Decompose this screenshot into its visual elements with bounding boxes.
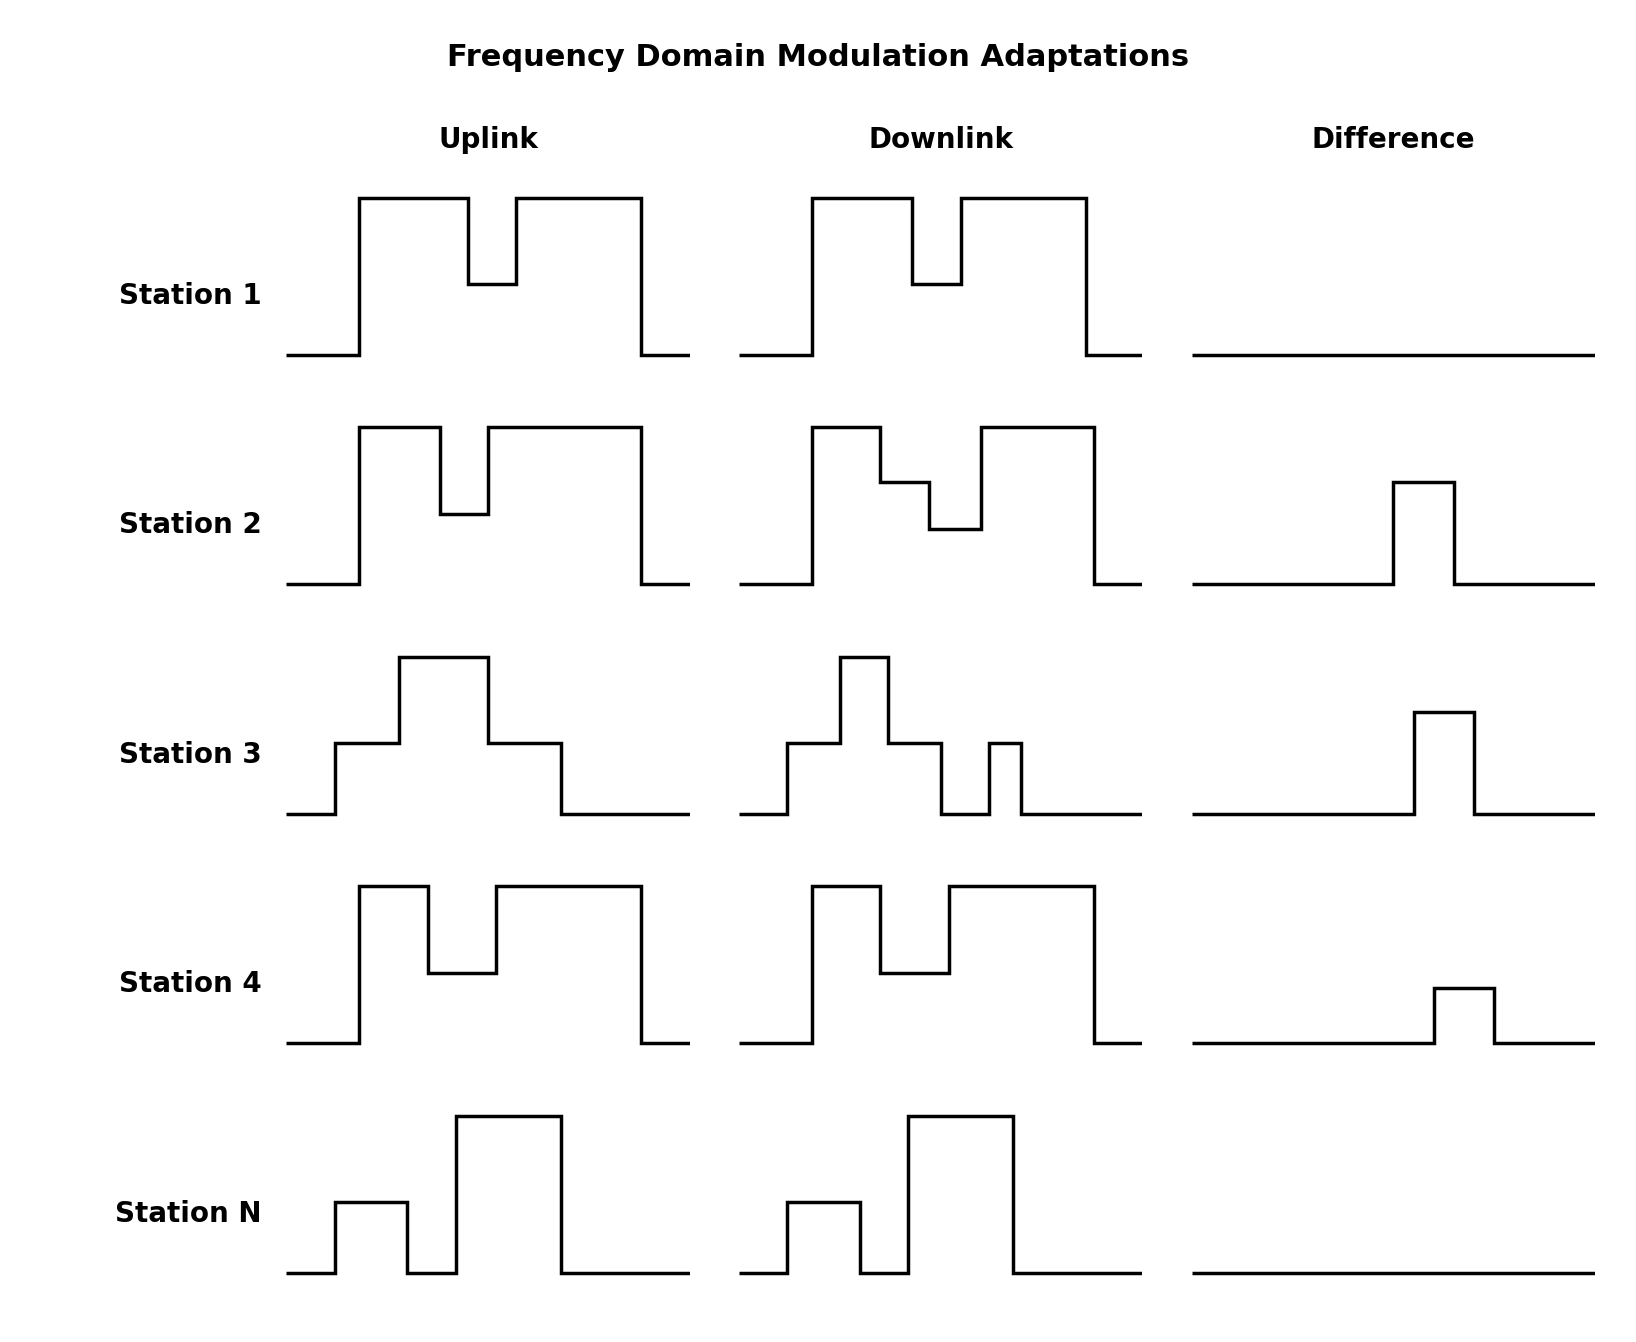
Text: Station 2: Station 2 (119, 511, 262, 539)
Text: Frequency Domain Modulation Adaptations: Frequency Domain Modulation Adaptations (447, 43, 1189, 72)
Text: Station 1: Station 1 (119, 282, 262, 310)
Text: Uplink: Uplink (438, 126, 538, 154)
Text: Station N: Station N (115, 1200, 262, 1228)
Text: Station 4: Station 4 (119, 970, 262, 998)
Text: Difference: Difference (1312, 126, 1476, 154)
Text: Station 3: Station 3 (119, 741, 262, 769)
Text: Downlink: Downlink (869, 126, 1013, 154)
